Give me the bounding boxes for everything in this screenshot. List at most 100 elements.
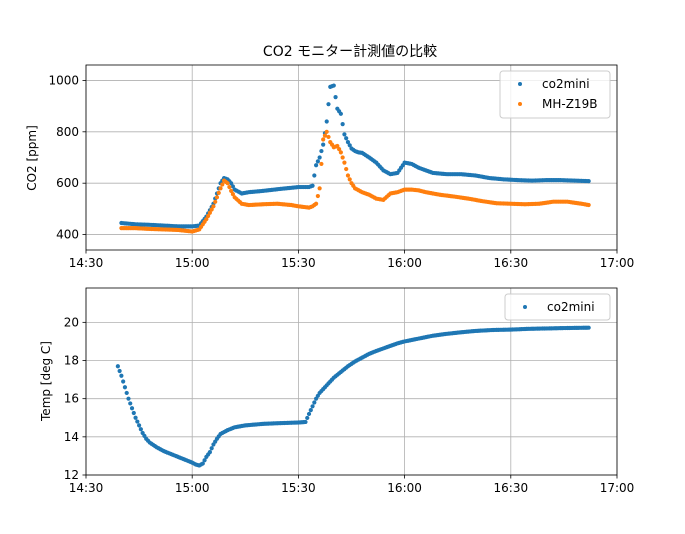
data-point — [338, 111, 343, 116]
x-tick-label: 16:30 — [494, 256, 529, 270]
co2-legend-label-mhz19b: MH-Z19B — [542, 97, 597, 111]
data-point — [321, 137, 326, 142]
data-point — [122, 385, 128, 390]
data-point — [310, 404, 315, 409]
data-point — [317, 155, 322, 160]
data-point — [342, 160, 347, 165]
data-point — [314, 201, 319, 206]
data-point — [230, 184, 236, 189]
co2-plot-frame — [85, 64, 618, 251]
x-tick-label: 15:30 — [281, 256, 316, 270]
temp-legend-marker-co2mini — [523, 305, 527, 309]
data-point — [340, 121, 345, 127]
y-tick-label: 14 — [64, 430, 79, 444]
co2-legend-box — [499, 70, 611, 119]
data-point — [220, 182, 225, 187]
y-tick-label: 20 — [64, 315, 79, 329]
y-tick-label: 600 — [56, 176, 79, 190]
temp-legend-box — [504, 293, 611, 321]
data-point — [345, 139, 351, 145]
data-point — [586, 202, 591, 208]
data-point — [586, 325, 591, 330]
data-point — [333, 95, 338, 100]
data-point — [340, 155, 345, 160]
y-tick-label: 18 — [64, 354, 79, 368]
y-tick-label: 800 — [56, 125, 79, 139]
data-point — [200, 461, 205, 466]
co2-y-axis-label: CO2 [ppm] — [25, 125, 39, 191]
data-point — [227, 184, 232, 190]
data-point — [326, 102, 331, 107]
temp-chart: Temp [deg C] 14:30 15:00 15:30 16:00 16:30 17… — [39, 287, 635, 495]
data-point — [315, 193, 320, 199]
data-point — [124, 390, 129, 396]
data-point — [586, 179, 591, 184]
data-point — [207, 450, 212, 455]
data-point — [137, 423, 142, 428]
y-tick-label: 12 — [64, 468, 79, 482]
data-point — [308, 408, 313, 413]
x-tick-label: 17:00 — [600, 481, 635, 495]
x-tick-label: 17:00 — [600, 256, 635, 270]
x-tick-label: 15:00 — [175, 256, 210, 270]
data-point — [202, 458, 207, 463]
data-point — [229, 188, 234, 194]
data-point — [128, 401, 133, 406]
data-point — [344, 136, 349, 141]
data-point — [115, 364, 120, 369]
data-point — [230, 192, 236, 197]
temp-plot-frame — [85, 287, 618, 476]
data-point — [345, 173, 351, 178]
x-tick-label: 14:30 — [69, 481, 104, 495]
data-point — [317, 186, 322, 191]
data-point — [344, 166, 349, 172]
data-point — [312, 173, 317, 178]
co2-chart-title: CO2 モニター計測値の比較 — [263, 44, 437, 60]
co2-chart: CO2 モニター計測値の比較 CO2 [ppm] 14:30 15:00 15:30… — [25, 44, 634, 270]
data-point — [133, 415, 138, 420]
co2-ticks: 14:30 15:00 15:30 16:00 16:30 17:00 400 600 800 1… — [48, 73, 634, 270]
data-point — [229, 181, 234, 186]
data-point — [119, 373, 124, 378]
co2-series-marks — [119, 83, 591, 234]
data-point — [342, 132, 347, 137]
x-tick-label: 14:30 — [69, 256, 104, 270]
co2-legend-label-co2mini: co2mini — [542, 77, 590, 91]
x-tick-label: 16:00 — [387, 256, 422, 270]
data-point — [324, 129, 329, 134]
series-co2mini — [119, 83, 591, 229]
temp-series-marks — [115, 325, 591, 468]
data-point — [204, 217, 209, 222]
x-tick-label: 16:00 — [387, 481, 422, 495]
x-tick-label: 15:30 — [281, 481, 316, 495]
data-point — [314, 163, 319, 168]
data-point — [305, 415, 310, 421]
co2-legend-marker-co2mini — [518, 82, 522, 86]
data-point — [218, 186, 223, 191]
data-point — [126, 396, 131, 401]
x-tick-label: 16:30 — [494, 481, 529, 495]
data-point — [129, 406, 135, 411]
data-point — [337, 147, 342, 152]
series-mh-z19b — [119, 129, 591, 234]
data-point — [319, 161, 324, 167]
temp-ticks: 14:30 15:00 15:30 16:00 16:30 17:00 12 14 16 18 20 — [64, 315, 635, 495]
data-point — [315, 159, 320, 164]
data-point — [326, 134, 331, 140]
data-point — [131, 410, 136, 416]
data-point — [306, 411, 312, 417]
temp-legend-label-co2mini: co2mini — [547, 300, 595, 314]
x-tick-label: 15:00 — [175, 481, 210, 495]
data-point — [324, 119, 329, 124]
data-point — [121, 379, 126, 384]
co2-legend-marker-mhz19b — [518, 102, 522, 106]
y-tick-label: 400 — [56, 228, 79, 242]
temp-legend: co2mini — [504, 293, 611, 321]
data-point — [347, 177, 352, 182]
data-point — [209, 446, 214, 451]
data-point — [225, 181, 230, 186]
data-point — [206, 213, 211, 219]
data-point — [216, 190, 221, 195]
y-tick-label: 16 — [64, 392, 79, 406]
data-point — [207, 210, 212, 215]
